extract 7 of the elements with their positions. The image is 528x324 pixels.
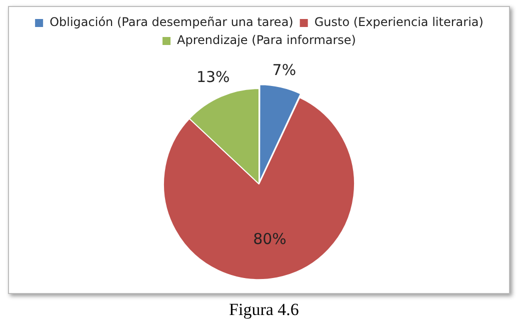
text: Figura 4.6	[228, 300, 300, 320]
data-label: 7%	[272, 61, 296, 80]
data-label: 13%	[196, 68, 230, 86]
legend-label: Aprendizaje (Para informarse)	[177, 33, 356, 48]
data-label: 80%	[253, 230, 286, 248]
legend-label: Gusto (Experiencia literaria)	[314, 15, 484, 30]
legend-label: Obligación (Para desempeñar una tarea)	[50, 15, 294, 30]
